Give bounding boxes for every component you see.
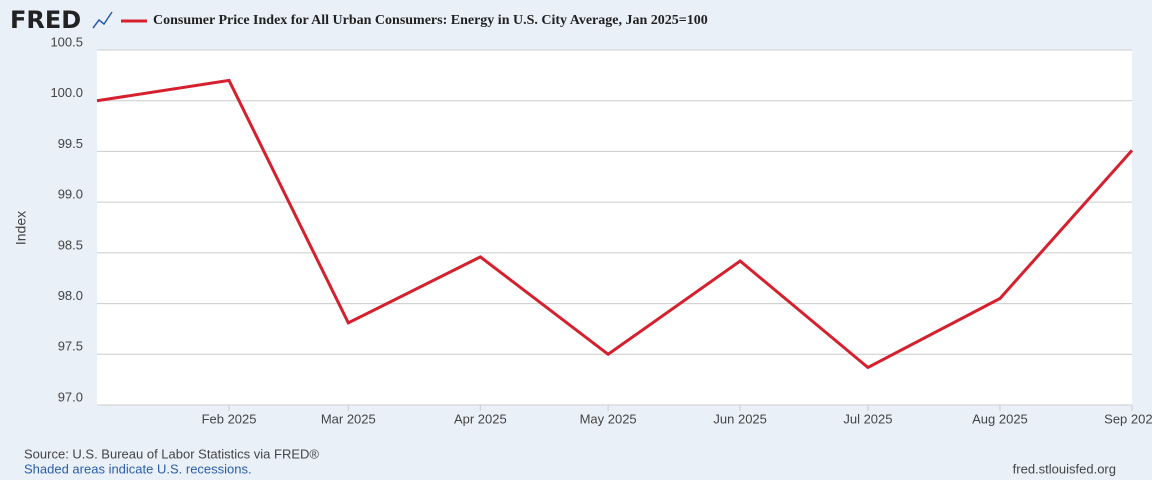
y-tick-label: 100.0 bbox=[50, 85, 83, 100]
x-tick-label: Jul 2025 bbox=[843, 411, 892, 426]
chart-title: Consumer Price Index for All Urban Consu… bbox=[153, 13, 708, 28]
y-tick-label: 97.5 bbox=[58, 339, 83, 354]
data-line bbox=[96, 78, 1134, 370]
recession-note: Shaded areas indicate U.S. recessions. bbox=[24, 461, 252, 476]
logo-icon bbox=[92, 11, 113, 29]
y-tick-label: 97.0 bbox=[58, 389, 83, 404]
x-tick-label: May 2025 bbox=[580, 411, 637, 426]
x-tick-label: Mar 2025 bbox=[321, 411, 376, 426]
x-tick-label: Sep 2025 bbox=[1104, 411, 1152, 426]
logo: FRED bbox=[10, 6, 81, 34]
x-tick-label: Jun 2025 bbox=[713, 411, 767, 426]
x-tick-label: Aug 2025 bbox=[972, 411, 1028, 426]
x-tick-label: Feb 2025 bbox=[202, 411, 257, 426]
site: fred.stlouisfed.org bbox=[1013, 461, 1116, 476]
y-tick-label: 99.0 bbox=[58, 187, 83, 202]
y-tick-label: 100.5 bbox=[50, 34, 83, 49]
y-tick-label: 98.5 bbox=[58, 237, 83, 252]
y-tick-label: 99.5 bbox=[58, 136, 83, 151]
y-tick-label: 98.0 bbox=[58, 288, 83, 303]
source: Source: U.S. Bureau of Labor Statistics … bbox=[24, 446, 319, 461]
y-axis-label: Index bbox=[13, 211, 29, 245]
plot-area bbox=[97, 50, 1132, 405]
x-tick-label: Apr 2025 bbox=[454, 411, 507, 426]
